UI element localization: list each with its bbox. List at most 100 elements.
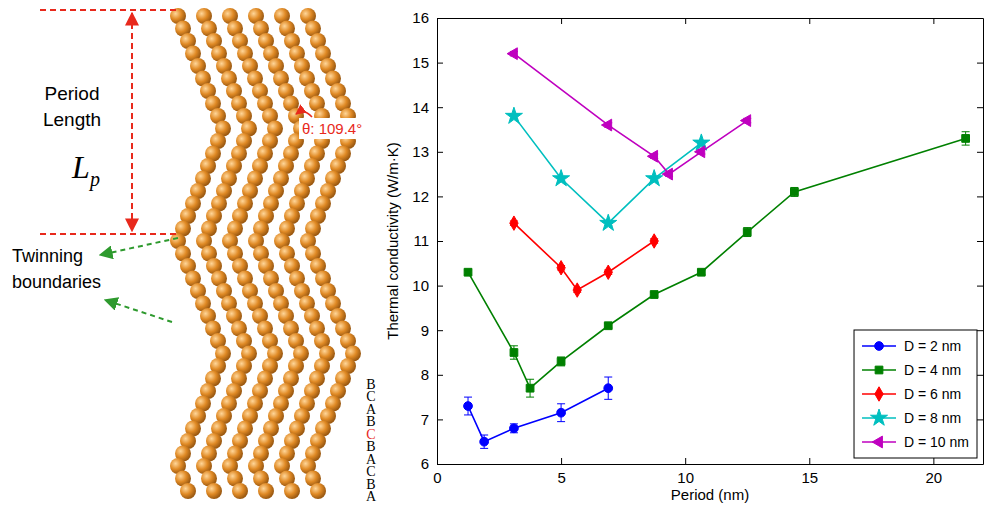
tick [809, 18, 810, 24]
series-line [514, 223, 654, 290]
period-guide [40, 233, 178, 235]
x-axis: 05101520 [433, 458, 983, 486]
error-cap [604, 377, 612, 378]
tick-label: 15 [801, 469, 818, 486]
data-point [697, 268, 705, 276]
legend-label: D = 8 nm [904, 410, 961, 426]
legend: D = 2 nmD = 4 nmD = 6 nmD = 8 nmD = 10 n… [854, 330, 977, 458]
period-label: Length [43, 109, 101, 130]
boundary-arrow [105, 300, 172, 322]
atom [284, 483, 300, 499]
data-point [604, 322, 612, 330]
x-axis-title: Period (nm) [671, 486, 749, 503]
data-point [510, 216, 518, 230]
legend-item: D = 6 nm [862, 386, 961, 402]
data-point [510, 349, 518, 357]
data-point [480, 437, 489, 446]
angle-label: θ: 109.4° [302, 120, 362, 137]
tick: 15 [412, 54, 443, 71]
period-arrow [131, 13, 133, 231]
tick-mark [977, 63, 983, 64]
tick-mark [977, 375, 983, 376]
data-point [650, 291, 658, 299]
data-point [505, 107, 522, 123]
tick-mark [977, 18, 983, 19]
data-point [557, 358, 565, 366]
error-bar [480, 435, 488, 448]
tick [977, 241, 983, 242]
error-cap [557, 421, 565, 422]
tick [933, 18, 934, 24]
tick: 6 [421, 455, 443, 472]
tick-mark [437, 419, 443, 420]
tick-mark [977, 107, 983, 108]
data-point [464, 402, 473, 411]
atoms [170, 8, 361, 499]
tick-label: 10 [677, 469, 694, 486]
tick-mark [809, 18, 810, 24]
data-point [604, 265, 612, 279]
error-bar [557, 357, 565, 366]
tick-mark [977, 464, 983, 465]
tick-label: 15 [412, 54, 429, 71]
stacking-letter: A [366, 489, 377, 504]
error-cap [962, 145, 970, 146]
data-point [601, 119, 611, 131]
atom [206, 483, 222, 499]
tick-label: 16 [412, 9, 429, 26]
tick [977, 464, 983, 465]
axis-line [983, 19, 984, 465]
tick: 20 [926, 458, 943, 486]
period-guide [40, 9, 178, 11]
tick [977, 18, 983, 19]
data-point [464, 268, 472, 276]
tick-label: 13 [412, 143, 429, 160]
error-cap [557, 403, 565, 404]
legend-item: D = 2 nm [862, 338, 961, 354]
tick [977, 107, 983, 108]
boundary-arrow [100, 238, 178, 255]
series [464, 377, 613, 448]
data-point [650, 234, 658, 248]
data-point [510, 424, 519, 433]
legend-label: D = 6 nm [904, 386, 961, 402]
error-bar [526, 379, 534, 397]
error-cap [480, 435, 488, 436]
tick-mark [437, 196, 443, 197]
error-cap [962, 131, 970, 132]
error-bar [510, 424, 518, 433]
plot-background [437, 18, 983, 464]
series [507, 48, 751, 180]
tick: 10 [412, 277, 443, 294]
y-axis-title: Thermal conductivity (W/m·K) [384, 142, 401, 340]
boundary-label: boundaries [12, 272, 101, 292]
tick-label: 8 [421, 366, 429, 383]
tick-mark [437, 107, 443, 108]
error-bar [790, 187, 798, 196]
tick: 9 [421, 322, 443, 339]
data-point [662, 168, 672, 180]
tick: 5 [557, 458, 565, 486]
error-bar [743, 228, 751, 237]
atom [232, 483, 248, 499]
tick [685, 18, 686, 24]
data-point [646, 170, 663, 186]
x-axis-top [438, 18, 984, 24]
data-point [600, 214, 617, 230]
tick-mark [561, 458, 562, 464]
tick: 8 [421, 366, 443, 383]
atom [258, 483, 274, 499]
tick-mark [933, 18, 934, 24]
tick-mark [437, 286, 443, 287]
data-point [743, 228, 751, 236]
legend-marker [875, 342, 884, 351]
data-point [604, 384, 613, 393]
figure: PeriodLengthLpθ: 109.4°Twinningboundarie… [0, 0, 1003, 506]
data-point [557, 261, 565, 275]
data-point [695, 146, 705, 158]
tick-mark [809, 458, 810, 464]
error-cap [464, 397, 472, 398]
error-cap [510, 359, 518, 360]
period-label: Period [45, 83, 100, 104]
legend-item: D = 10 nm [862, 434, 969, 450]
